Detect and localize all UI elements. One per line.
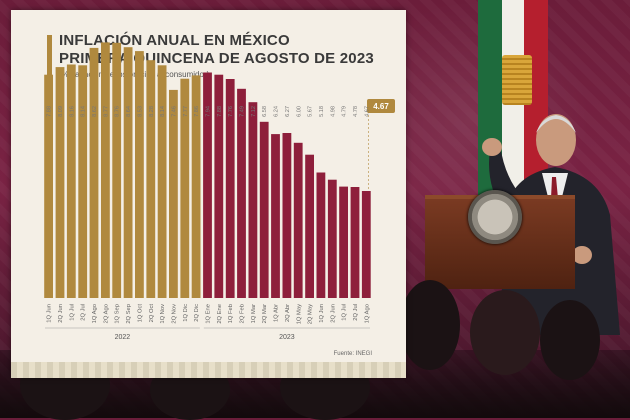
category-label: 2Q Mar [262,304,268,323]
bar [225,79,235,298]
category-label: 2Q Oct [149,304,155,323]
bar-value-label: 8.62 [92,106,98,117]
bar [214,74,224,298]
audience [0,280,630,420]
title-accent-bar [47,35,52,81]
bar [203,72,212,298]
category-label: 2Q Dic [194,304,200,322]
category-label: 2Q Sep [126,304,132,324]
category-label: 1Q Jul [342,304,348,321]
bar [316,172,326,298]
bar [259,121,269,298]
inflation-chart-panel: INFLACIÓN ANUAL EN MÉXICO PRIMERA QUINCE… [11,10,406,377]
flag-fringe [502,55,532,105]
bar-value-label: 7.46 [172,106,178,117]
bar-value-label: 7.88 [217,106,223,117]
bar [271,134,280,298]
bar [327,179,337,298]
bar [361,191,371,298]
category-label: 1Q Jun [319,304,325,323]
bar-value-label: 7.49 [240,106,246,117]
category-label: 1Q Mar [251,304,257,323]
bar [55,67,65,298]
category-label: 1Q May [296,304,302,324]
bar [282,133,292,298]
category-label: 1Q Dic [183,304,189,322]
category-label: 2Q Jul [81,304,87,321]
highlight-callout: 4.67 [367,99,395,113]
bar [123,47,133,299]
category-label: 1Q Ago [92,304,98,323]
category-label: 2Q Abr [285,304,291,322]
bar [305,154,314,298]
bar-value-label: 6.24 [274,106,280,117]
category-label: 1Q Ene [206,304,212,324]
bar [44,74,53,298]
category-label: 1Q Sep [115,304,121,324]
bar-value-label: 6.58 [262,106,268,117]
bar [66,64,76,298]
bar-value-label: 4.67 [364,106,370,117]
national-seal [468,190,522,244]
bar [157,65,167,298]
bar-value-label: 4.78 [353,106,359,117]
bar-chart: 7.88 1Q Jun 8.09 2Q Jun 8.16 1Q Jul 8.14 2Q Jul… [44,42,373,357]
bar-value-label: 7.86 [194,106,200,117]
bar-value-label: 8.77 [103,106,109,117]
bar-value-label: 8.14 [81,106,87,117]
category-label: 1Q Abr [274,304,280,322]
bar [112,42,122,298]
category-label: 2Q May [308,304,314,324]
bar-value-label: 8.09 [58,106,64,117]
bar-value-label: 6.00 [296,106,302,117]
bar-value-label: 8.64 [126,106,132,117]
bar [101,42,110,299]
bar-value-label: 4.98 [330,106,336,117]
bar-value-label: 8.53 [137,106,143,117]
bar-value-label: 8.28 [149,106,155,117]
bar-value-label: 8.14 [160,106,166,117]
bar-value-label: 7.12 [251,106,257,117]
bar-value-label: 7.94 [206,106,212,117]
bar [89,47,99,299]
category-label: 1Q Feb [228,304,234,323]
bar-value-label: 7.76 [228,106,234,117]
chart-subtitle: (% variación de los precios al consumido… [59,70,210,79]
bar [78,65,88,298]
category-label: 1Q Ago [364,304,370,323]
category-label: 2Q Jul [353,304,359,321]
bar [180,78,190,298]
category-label: 2Q Jun [58,304,64,323]
bar-value-label: 5.18 [319,106,325,117]
bar-value-label: 7.77 [183,106,189,117]
category-label: 2Q Nov [172,304,178,324]
bar [191,75,201,299]
bar [135,51,144,298]
bar-value-label: 4.79 [342,106,348,117]
bar-value-label: 8.16 [69,106,75,117]
bar-value-label: 8.76 [115,106,121,117]
category-label: 1Q Oct [137,304,143,323]
category-label: 2Q Ago [103,304,109,323]
category-label: 2Q Jun [330,304,336,323]
year-group-label: 2022 [115,334,131,341]
category-label: 1Q Jun [47,304,53,323]
chart-source: Fuente: INEGI [334,351,373,357]
year-group-label: 2023 [279,334,295,341]
category-label: 1Q Jul [69,304,75,321]
bar-value-label: 6.27 [285,106,291,117]
bar [146,60,156,299]
bar [237,88,246,298]
bar [350,187,360,298]
bar-value-label: 5.67 [308,106,314,117]
bottom-decorative-strip [11,362,406,378]
bar [339,186,348,298]
bar [169,89,178,299]
bar [293,142,303,298]
category-label: 1Q Nov [160,304,166,324]
bar-value-label: 7.88 [47,106,53,117]
category-label: 2Q Ene [217,304,223,324]
category-label: 2Q Feb [240,304,246,323]
bar [248,102,258,298]
